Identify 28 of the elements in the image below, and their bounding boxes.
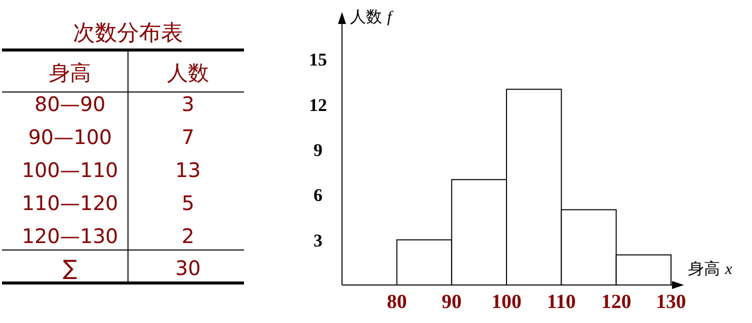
x-tick-label: 110 — [546, 291, 576, 313]
text: 7 — [182, 125, 194, 149]
text: 3 — [182, 92, 194, 116]
y-tick-label: 6 — [314, 185, 322, 206]
text: 次数分布表 — [73, 21, 183, 46]
x-tick-label: 90 — [442, 291, 462, 313]
y-tick-label: 15 — [309, 50, 327, 70]
text: 人数 — [167, 61, 209, 85]
y-axis-title: 人数 f — [350, 7, 394, 26]
y-tick-label: 12 — [309, 94, 327, 115]
y-tick-label: 3 — [314, 230, 322, 250]
text: 100—110 — [22, 158, 118, 182]
x-tick-label: 80 — [386, 291, 407, 313]
x-axis-title: 身高 x — [688, 259, 732, 278]
x-tick-label: 130 — [656, 291, 686, 313]
text: 110—120 — [22, 191, 118, 215]
x-tick-label: 120 — [601, 291, 632, 313]
text: 13 — [175, 158, 201, 182]
text: ∑ — [62, 256, 78, 280]
text: 身高 — [49, 61, 91, 85]
text: 5 — [182, 191, 194, 215]
x-tick-label: 100 — [492, 291, 522, 313]
y-tick-label: 9 — [314, 140, 322, 160]
text: 90—100 — [28, 125, 112, 149]
text: 120—130 — [22, 224, 118, 248]
text: 30 — [175, 256, 201, 280]
text: 80—90 — [34, 92, 106, 116]
text: 2 — [182, 224, 194, 248]
